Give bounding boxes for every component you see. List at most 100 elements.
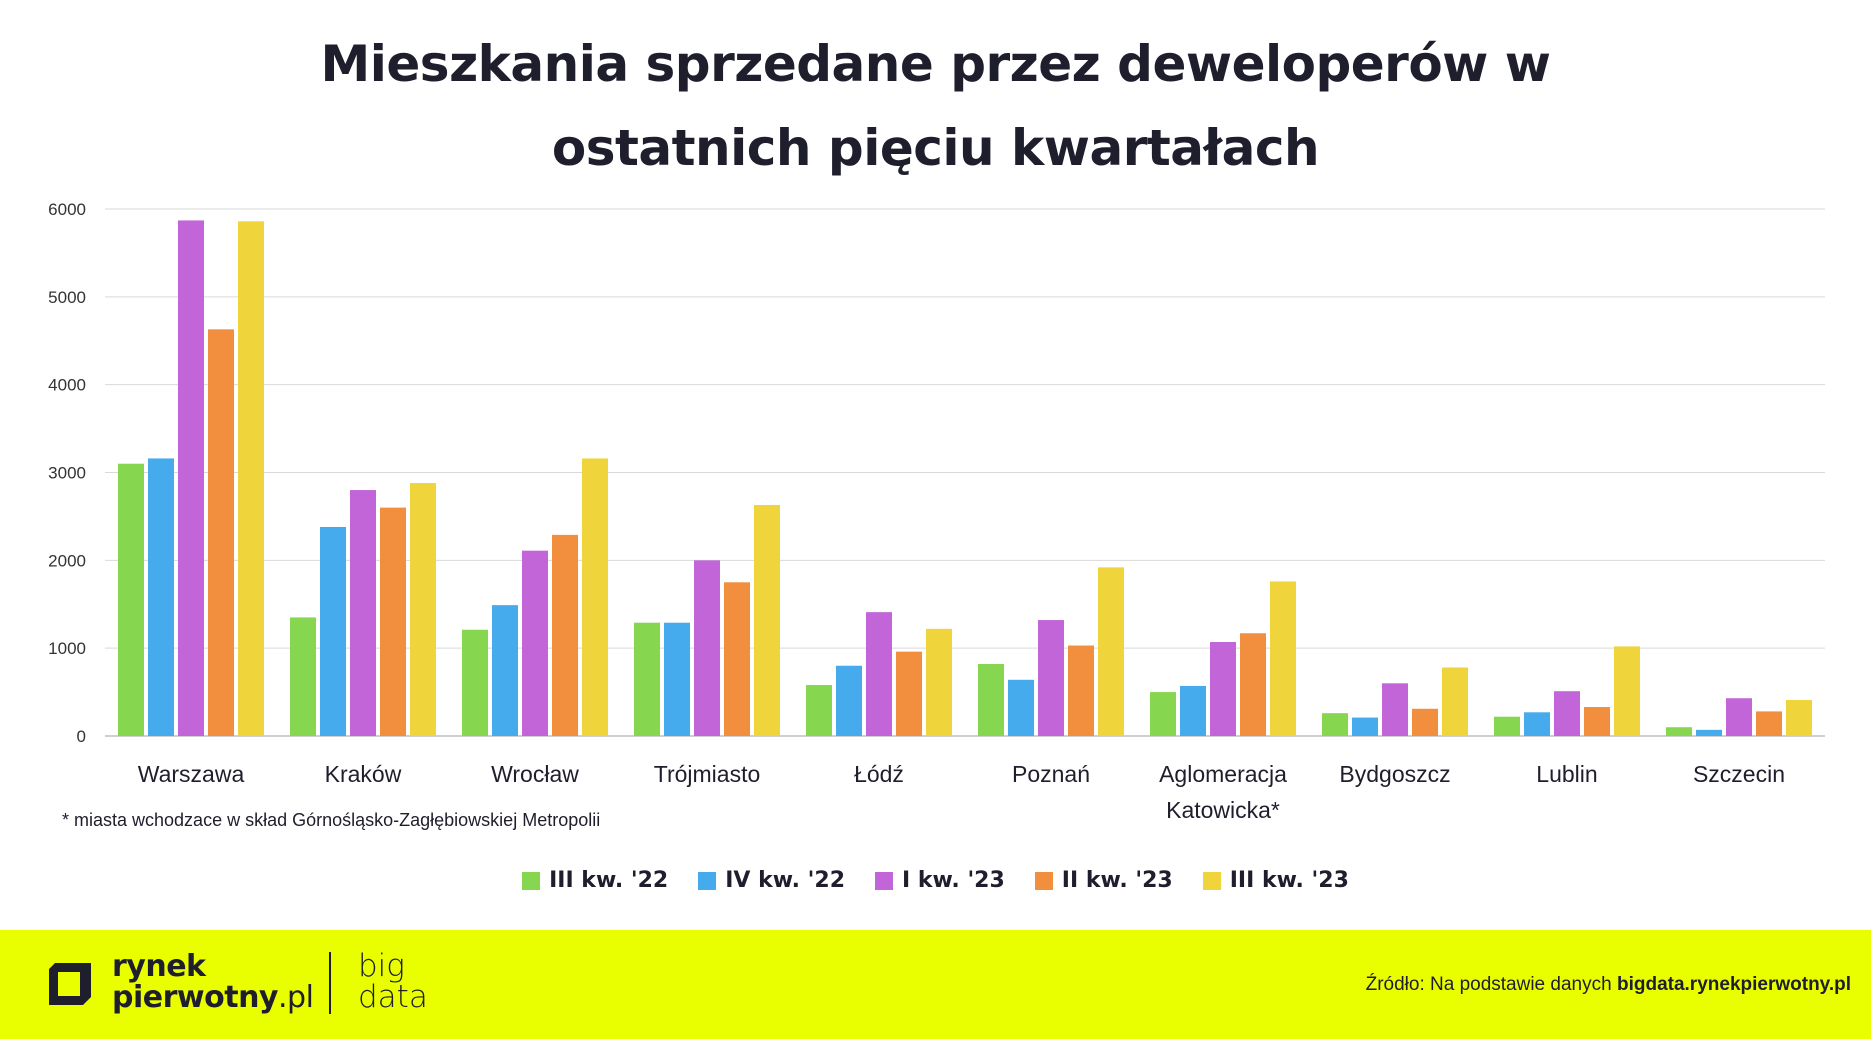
bar: [380, 507, 406, 736]
x-tick-label: Warszawa: [138, 761, 245, 787]
bar-chart: 0 1000 2000 3000 4000 5000 6000 Warszawa Kraków W…: [48, 200, 1825, 823]
y-tick-label: 0: [77, 727, 86, 746]
legend-item: I kw. '23: [875, 868, 1005, 893]
logo-divider: [329, 952, 331, 1014]
bar: [724, 582, 750, 736]
bar: [1240, 633, 1266, 736]
bar: [552, 534, 578, 736]
x-tick-label-line: Poznań: [1012, 761, 1090, 787]
source-link[interactable]: bigdata.rynekpierwotny.pl: [1616, 974, 1851, 995]
bar: [664, 622, 690, 736]
bar: [118, 463, 144, 736]
bar: [1412, 708, 1438, 736]
bar: [1270, 581, 1296, 736]
chart-title-line-1: Mieszkania sprzedane przez deweloperów w: [320, 35, 1551, 93]
source-note: Źródło: Na podstawie danych bigdata.ryne…: [1366, 974, 1851, 996]
legend-item: II kw. '23: [1034, 868, 1173, 893]
bar: [1442, 667, 1468, 736]
legend-swatch: [1202, 871, 1221, 890]
y-tick-label: 3000: [48, 464, 86, 483]
brand-domain: .pl: [277, 980, 314, 1015]
bar: [836, 665, 862, 736]
bar: [462, 629, 488, 736]
bar: [1352, 717, 1378, 736]
chart-legend: III kw. '22 IV kw. '22 I kw. '23 II kw. '23…: [0, 868, 1871, 893]
bar: [1008, 679, 1034, 736]
x-tick-label: Lublin: [1536, 761, 1597, 787]
bar: [1322, 713, 1348, 736]
chart-title: Mieszkania sprzedane przez deweloperów w…: [0, 22, 1871, 190]
legend-swatch: [522, 871, 541, 890]
bar: [978, 663, 1004, 736]
bar: [522, 550, 548, 736]
bigdata-line-1: big: [358, 948, 405, 984]
chart-title-line-2: ostatnich pięciu kwartałach: [551, 119, 1320, 177]
bigdata-line-2: data: [358, 979, 428, 1015]
bar: [1554, 691, 1580, 736]
x-tick-label: Aglomeracja Katowicka*: [1159, 761, 1287, 823]
footer-bar: rynek pierwotny.pl big data Źródło: Na p…: [0, 930, 1871, 1039]
bar: [1696, 729, 1722, 736]
bar: [238, 221, 264, 737]
bar: [320, 526, 346, 736]
bar: [350, 490, 376, 736]
x-tick-label: Szczecin: [1693, 761, 1785, 787]
y-tick-label: 6000: [48, 200, 86, 219]
bar: [896, 651, 922, 736]
bar: [1494, 716, 1520, 736]
x-tick-label-line: Bydgoszcz: [1339, 761, 1450, 787]
bar: [1210, 642, 1236, 736]
x-tick-label-line: Szczecin: [1693, 761, 1785, 787]
bar: [806, 685, 832, 736]
bar: [1180, 685, 1206, 736]
bar: [866, 612, 892, 736]
bar: [1614, 646, 1640, 736]
bar: [1038, 620, 1064, 736]
bar: [1098, 567, 1124, 736]
bar: [582, 458, 608, 736]
bar: [1524, 712, 1550, 736]
x-tick-label: Bydgoszcz: [1339, 761, 1450, 787]
footnote: * miasta wchodzace w skład Górnośląsko-Z…: [62, 810, 601, 830]
bar: [1382, 683, 1408, 736]
x-tick-label: Wrocław: [491, 761, 579, 787]
legend-item: III kw. '22: [522, 868, 668, 893]
bar: [178, 220, 204, 736]
x-tick-label-line: Trójmiasto: [654, 761, 761, 787]
brand-line-2: pierwotny: [112, 980, 278, 1015]
y-tick-label: 5000: [48, 288, 86, 307]
y-tick-label: 1000: [48, 639, 86, 658]
legend-swatch: [698, 871, 717, 890]
bar: [1150, 692, 1176, 736]
bar: [1756, 711, 1782, 736]
legend-label: II kw. '23: [1061, 868, 1173, 893]
bar: [1726, 698, 1752, 736]
legend-label: III kw. '22: [549, 868, 669, 893]
bar: [1666, 727, 1692, 736]
bar: [754, 504, 780, 736]
x-tick-label: Trójmiasto: [654, 761, 761, 787]
legend-label: I kw. '23: [902, 868, 1005, 893]
bigdata-logo-text: big data: [358, 951, 428, 1013]
legend-label: III kw. '23: [1229, 868, 1349, 893]
x-tick-label-line: Kraków: [325, 761, 402, 787]
bar: [290, 617, 316, 736]
legend-swatch: [1034, 871, 1053, 890]
x-tick-label: Kraków: [325, 761, 402, 787]
brand-logo-text: rynek pierwotny.pl: [112, 951, 314, 1015]
x-tick-label-line: Wrocław: [491, 761, 579, 787]
bar: [694, 560, 720, 736]
x-tick-label-line: Lublin: [1536, 761, 1597, 787]
x-tick-label-line: Aglomeracja: [1159, 761, 1287, 787]
legend-swatch: [875, 871, 894, 890]
source-prefix: Źródło: Na podstawie danych: [1365, 974, 1617, 995]
legend-item: IV kw. '22: [698, 868, 845, 893]
x-tick-label: Łódź: [854, 761, 904, 787]
y-tick-label: 2000: [48, 551, 86, 570]
bar: [1786, 699, 1812, 736]
x-tick-label-line: Katowicka*: [1166, 797, 1280, 823]
x-tick-label-line: Warszawa: [138, 761, 245, 787]
y-tick-label: 4000: [48, 376, 86, 395]
legend-item: III kw. '23: [1202, 868, 1349, 893]
bar: [148, 458, 174, 736]
